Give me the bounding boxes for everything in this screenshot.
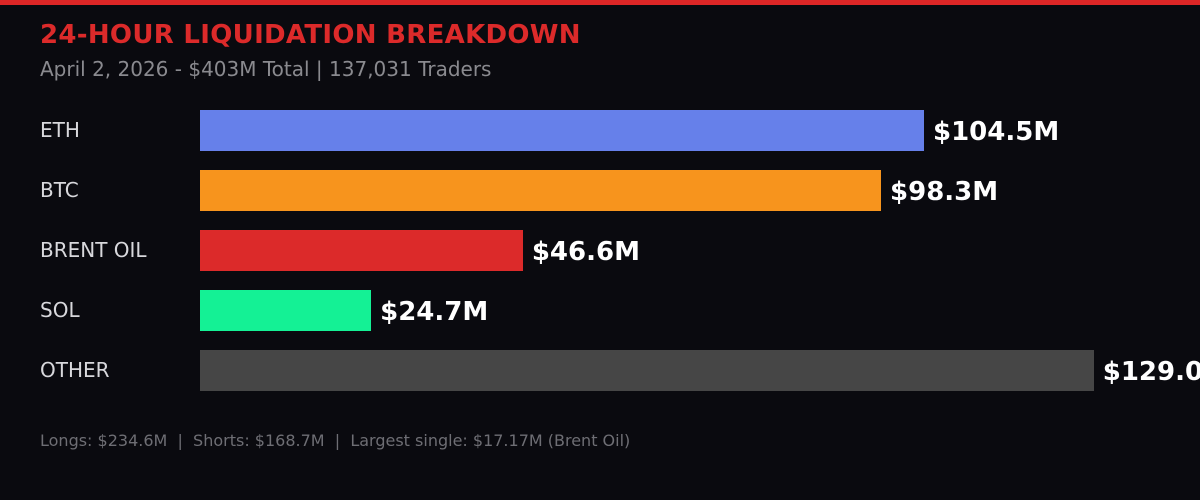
category-label: OTHER <box>40 358 110 382</box>
category-label: BRENT OIL <box>40 238 147 262</box>
category-label: BTC <box>40 178 79 202</box>
bar <box>200 230 523 271</box>
value-label: $24.7M <box>380 297 489 327</box>
chart-title: 24-HOUR LIQUIDATION BREAKDOWN <box>40 20 581 50</box>
bar-row: SOL $24.7M <box>0 290 1200 331</box>
bar <box>200 110 924 151</box>
value-label: $129.0M <box>1102 357 1200 387</box>
chart-footer: Longs: $234.6M | Shorts: $168.7M | Large… <box>40 431 631 450</box>
category-label: ETH <box>40 118 80 142</box>
category-label: SOL <box>40 298 80 322</box>
bar-row: BTC $98.3M <box>0 170 1200 211</box>
value-label: $104.5M <box>933 117 1060 147</box>
value-label: $46.6M <box>531 237 640 267</box>
bar-row: BRENT OIL $46.6M <box>0 230 1200 271</box>
bar-row: ETH $104.5M <box>0 110 1200 151</box>
bar-row: OTHER $129.0M <box>0 350 1200 391</box>
bar <box>200 350 1094 391</box>
top-accent-bar <box>0 0 1200 5</box>
chart-subtitle: April 2, 2026 - $403M Total | 137,031 Tr… <box>40 57 492 81</box>
bar <box>200 290 372 331</box>
value-label: $98.3M <box>890 177 999 207</box>
bar <box>200 170 882 211</box>
